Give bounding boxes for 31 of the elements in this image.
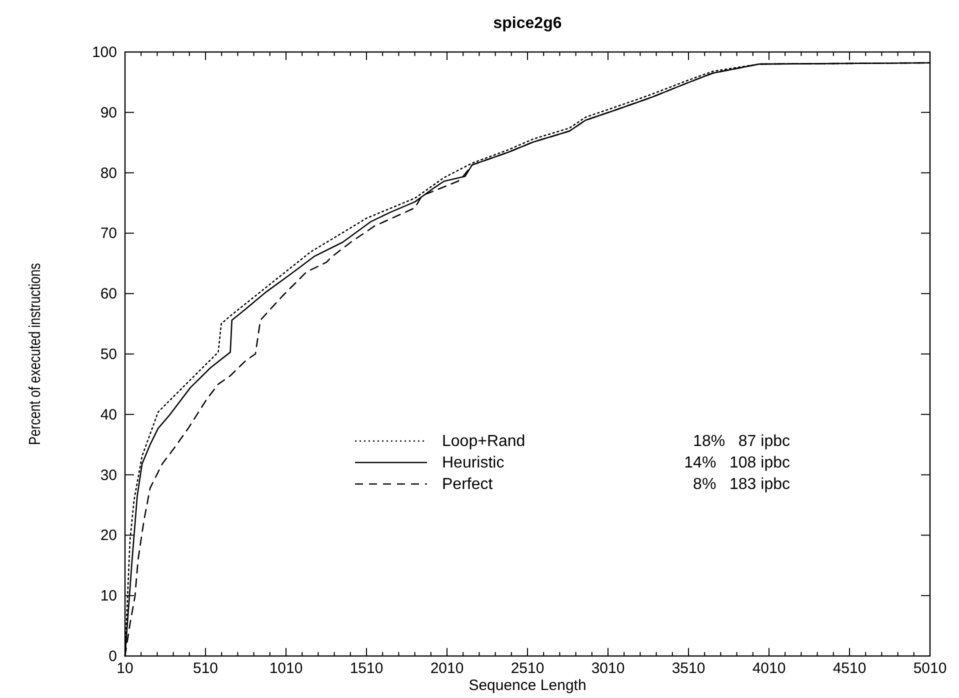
x-tick-label: 4010 [752,660,786,677]
x-tick-label: 510 [192,660,218,677]
y-tick-label: 30 [100,466,117,484]
x-tick-label: 5010 [913,660,947,677]
legend-label: Loop+Rand [442,433,526,450]
x-tick-label: 1010 [269,660,303,677]
x-tick-label: 4510 [832,660,866,677]
annotation: 18% 87 ipbc [693,433,790,450]
y-tick-label: 90 [100,104,117,122]
y-tick-label: 10 [100,588,117,605]
x-tick-label: 1510 [350,660,384,677]
y-tick-label: 50 [100,346,117,363]
y-tick-label: 20 [100,527,117,544]
annotation: 14% 108 ipbc [684,454,790,472]
legend-label: Heuristic [442,454,504,472]
y-tick-label: 100 [92,44,117,61]
y-tick-label: 80 [100,164,117,182]
x-axis-title: Sequence Length [468,677,586,694]
legend-label: Perfect [442,476,494,493]
x-tick-label: 3510 [672,660,706,677]
x-tick-label: 10 [116,660,134,677]
x-tick-label: 3010 [591,660,625,677]
y-tick-label: 70 [100,225,117,242]
y-axis-title: Percent of executed instructions [26,263,44,445]
x-tick-label: 2010 [430,660,464,677]
chart-title: spice2g6 [493,15,562,32]
annotation: 8% 183 ipbc [693,476,790,493]
y-tick-label: 0 [108,648,117,665]
y-tick-label: 60 [100,286,117,303]
x-tick-label: 2510 [510,660,544,677]
y-tick-label: 40 [100,406,117,424]
